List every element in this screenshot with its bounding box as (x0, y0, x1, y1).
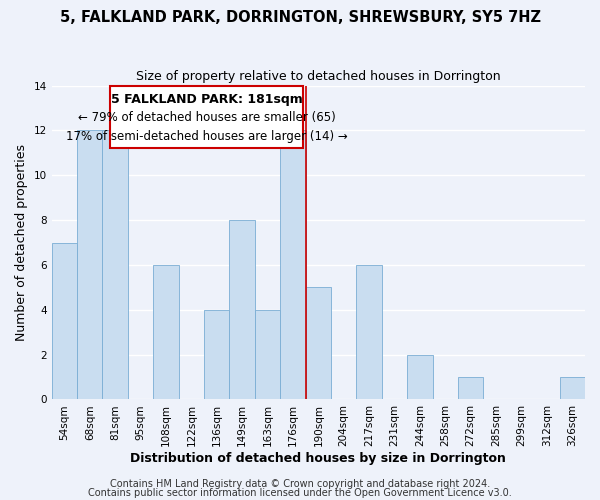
Text: 5 FALKLAND PARK: 181sqm: 5 FALKLAND PARK: 181sqm (111, 94, 302, 106)
Bar (458, 377, 484, 400)
Bar (280, 130, 305, 400)
Bar (77, 130, 103, 400)
Bar (153, 265, 179, 400)
Title: Size of property relative to detached houses in Dorrington: Size of property relative to detached ho… (136, 70, 500, 83)
Text: 5, FALKLAND PARK, DORRINGTON, SHREWSBURY, SY5 7HZ: 5, FALKLAND PARK, DORRINGTON, SHREWSBURY… (59, 10, 541, 25)
Bar (255, 310, 280, 400)
Bar (356, 265, 382, 400)
Y-axis label: Number of detached properties: Number of detached properties (15, 144, 28, 341)
X-axis label: Distribution of detached houses by size in Dorrington: Distribution of detached houses by size … (130, 452, 506, 465)
Bar (103, 130, 128, 400)
Bar (204, 310, 229, 400)
Text: Contains public sector information licensed under the Open Government Licence v3: Contains public sector information licen… (88, 488, 512, 498)
Bar (229, 220, 255, 400)
Bar (407, 354, 433, 400)
FancyBboxPatch shape (110, 86, 303, 148)
Bar (52, 242, 77, 400)
Bar (560, 377, 585, 400)
Text: ← 79% of detached houses are smaller (65): ← 79% of detached houses are smaller (65… (78, 112, 335, 124)
Text: 17% of semi-detached houses are larger (14) →: 17% of semi-detached houses are larger (… (66, 130, 347, 143)
Text: Contains HM Land Registry data © Crown copyright and database right 2024.: Contains HM Land Registry data © Crown c… (110, 479, 490, 489)
Bar (305, 288, 331, 400)
